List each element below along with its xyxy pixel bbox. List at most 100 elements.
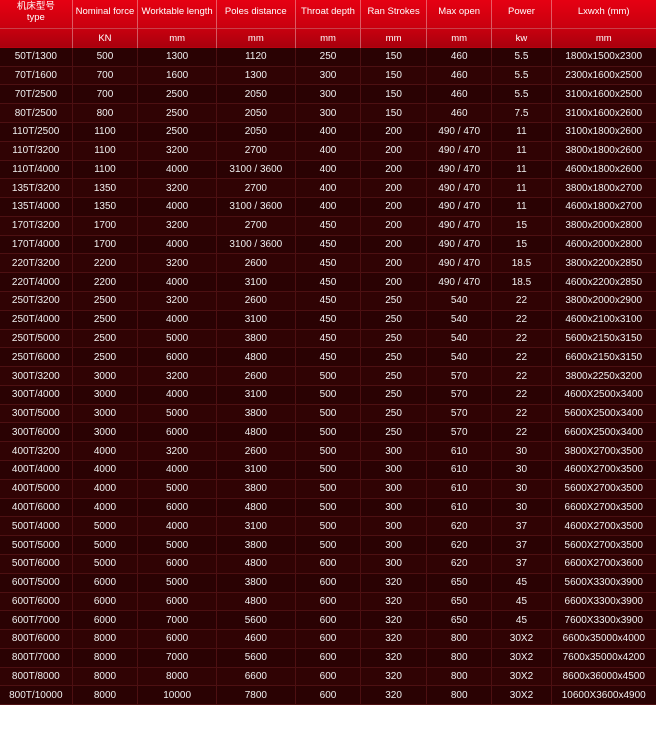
table-cell: 490 / 470 <box>426 122 492 141</box>
table-cell: 300 <box>361 442 427 461</box>
table-cell: 4000 <box>138 273 217 292</box>
col-header-en: type <box>1 13 71 24</box>
table-cell: 3800 <box>216 573 295 592</box>
table-cell: 110T/2500 <box>0 122 72 141</box>
table-cell: 300 <box>295 85 361 104</box>
table-cell: 200 <box>361 198 427 217</box>
table-cell: 800 <box>426 648 492 667</box>
table-cell: 200 <box>361 254 427 273</box>
table-cell: 2500 <box>138 104 217 123</box>
table-cell: 30 <box>492 461 551 480</box>
table-cell: 6000 <box>138 423 217 442</box>
table-cell: 7600x35000x4200 <box>551 648 656 667</box>
table-cell: 800T/10000 <box>0 686 72 705</box>
table-cell: 600T/6000 <box>0 592 72 611</box>
table-cell: 2500 <box>138 85 217 104</box>
table-cell: 2600 <box>216 367 295 386</box>
col-header-en: Throat depth <box>297 7 360 18</box>
table-cell: 300 <box>361 479 427 498</box>
header-row-labels: 机床型号 type Nominal force Worktable length… <box>0 0 656 28</box>
table-cell: 4000 <box>72 479 138 498</box>
header-row-units: KN mm mm mm mm mm kw mm <box>0 28 656 48</box>
table-cell: 6600 <box>216 667 295 686</box>
table-cell: 3100 <box>216 517 295 536</box>
table-cell: 500 <box>295 517 361 536</box>
table-cell: 4600X2700x3500 <box>551 461 656 480</box>
table-cell: 4600x2100x3100 <box>551 310 656 329</box>
table-cell: 3100 <box>216 461 295 480</box>
table-row: 220T/3200220032002600450200490 / 47018.5… <box>0 254 656 273</box>
table-cell: 30 <box>492 479 551 498</box>
table-cell: 800T/8000 <box>0 667 72 686</box>
table-cell: 3200 <box>138 179 217 198</box>
table-cell: 22 <box>492 292 551 311</box>
table-cell: 15 <box>492 235 551 254</box>
table-cell: 300T/3200 <box>0 367 72 386</box>
table-cell: 490 / 470 <box>426 216 492 235</box>
table-cell: 300T/6000 <box>0 423 72 442</box>
table-cell: 135T/4000 <box>0 198 72 217</box>
table-cell: 220T/3200 <box>0 254 72 273</box>
table-cell: 3100 <box>216 310 295 329</box>
unit-cell: mm <box>295 28 361 48</box>
table-cell: 5600x2150x3150 <box>551 329 656 348</box>
table-cell: 135T/3200 <box>0 179 72 198</box>
table-cell: 30X2 <box>492 667 551 686</box>
col-header-dimensions: Lxwxh (mm) <box>551 0 656 28</box>
table-cell: 3800x1800x2700 <box>551 179 656 198</box>
unit-cell: mm <box>138 28 217 48</box>
table-row: 250T/4000250040003100450250540224600x210… <box>0 310 656 329</box>
table-cell: 5600 <box>216 648 295 667</box>
table-cell: 320 <box>361 611 427 630</box>
unit-cell: mm <box>361 28 427 48</box>
table-cell: 250 <box>295 48 361 66</box>
table-cell: 6600x2150x3150 <box>551 348 656 367</box>
table-cell: 3800x2200x2850 <box>551 254 656 273</box>
table-cell: 37 <box>492 554 551 573</box>
table-cell: 2700 <box>216 141 295 160</box>
table-cell: 250 <box>361 329 427 348</box>
table-cell: 250T/6000 <box>0 348 72 367</box>
table-cell: 200 <box>361 273 427 292</box>
col-header-en: Power <box>493 7 549 18</box>
table-row: 250T/5000250050003800450250540225600x215… <box>0 329 656 348</box>
table-cell: 37 <box>492 536 551 555</box>
table-cell: 2700 <box>216 179 295 198</box>
table-cell: 4800 <box>216 498 295 517</box>
table-cell: 800 <box>426 667 492 686</box>
table-cell: 4800 <box>216 348 295 367</box>
table-cell: 1600 <box>138 66 217 85</box>
table-cell: 4600x1800x2600 <box>551 160 656 179</box>
table-cell: 450 <box>295 348 361 367</box>
table-cell: 70T/2500 <box>0 85 72 104</box>
table-cell: 400 <box>295 179 361 198</box>
table-row: 400T/6000400060004800500300610306600X270… <box>0 498 656 517</box>
table-cell: 1800x1500x2300 <box>551 48 656 66</box>
table-cell: 2600 <box>216 442 295 461</box>
table-cell: 4600x2200x2850 <box>551 273 656 292</box>
table-cell: 4000 <box>72 498 138 517</box>
table-cell: 4000 <box>138 461 217 480</box>
table-cell: 3800 <box>216 479 295 498</box>
table-cell: 5000 <box>138 404 217 423</box>
table-row: 600T/6000600060004800600320650456600X330… <box>0 592 656 611</box>
table-cell: 450 <box>295 329 361 348</box>
col-header-max-open: Max open <box>426 0 492 28</box>
table-cell: 500 <box>295 367 361 386</box>
table-cell: 2200 <box>72 254 138 273</box>
table-cell: 500 <box>72 48 138 66</box>
table-cell: 300 <box>295 66 361 85</box>
table-cell: 4800 <box>216 423 295 442</box>
table-cell: 30 <box>492 442 551 461</box>
table-cell: 500 <box>295 461 361 480</box>
table-cell: 5600 <box>216 611 295 630</box>
table-cell: 1100 <box>72 160 138 179</box>
table-cell: 6000 <box>138 498 217 517</box>
table-cell: 320 <box>361 573 427 592</box>
table-cell: 18.5 <box>492 254 551 273</box>
table-cell: 1100 <box>72 122 138 141</box>
table-cell: 3800 <box>216 536 295 555</box>
table-cell: 6600X2700x3600 <box>551 554 656 573</box>
table-cell: 570 <box>426 423 492 442</box>
table-cell: 600 <box>295 630 361 649</box>
